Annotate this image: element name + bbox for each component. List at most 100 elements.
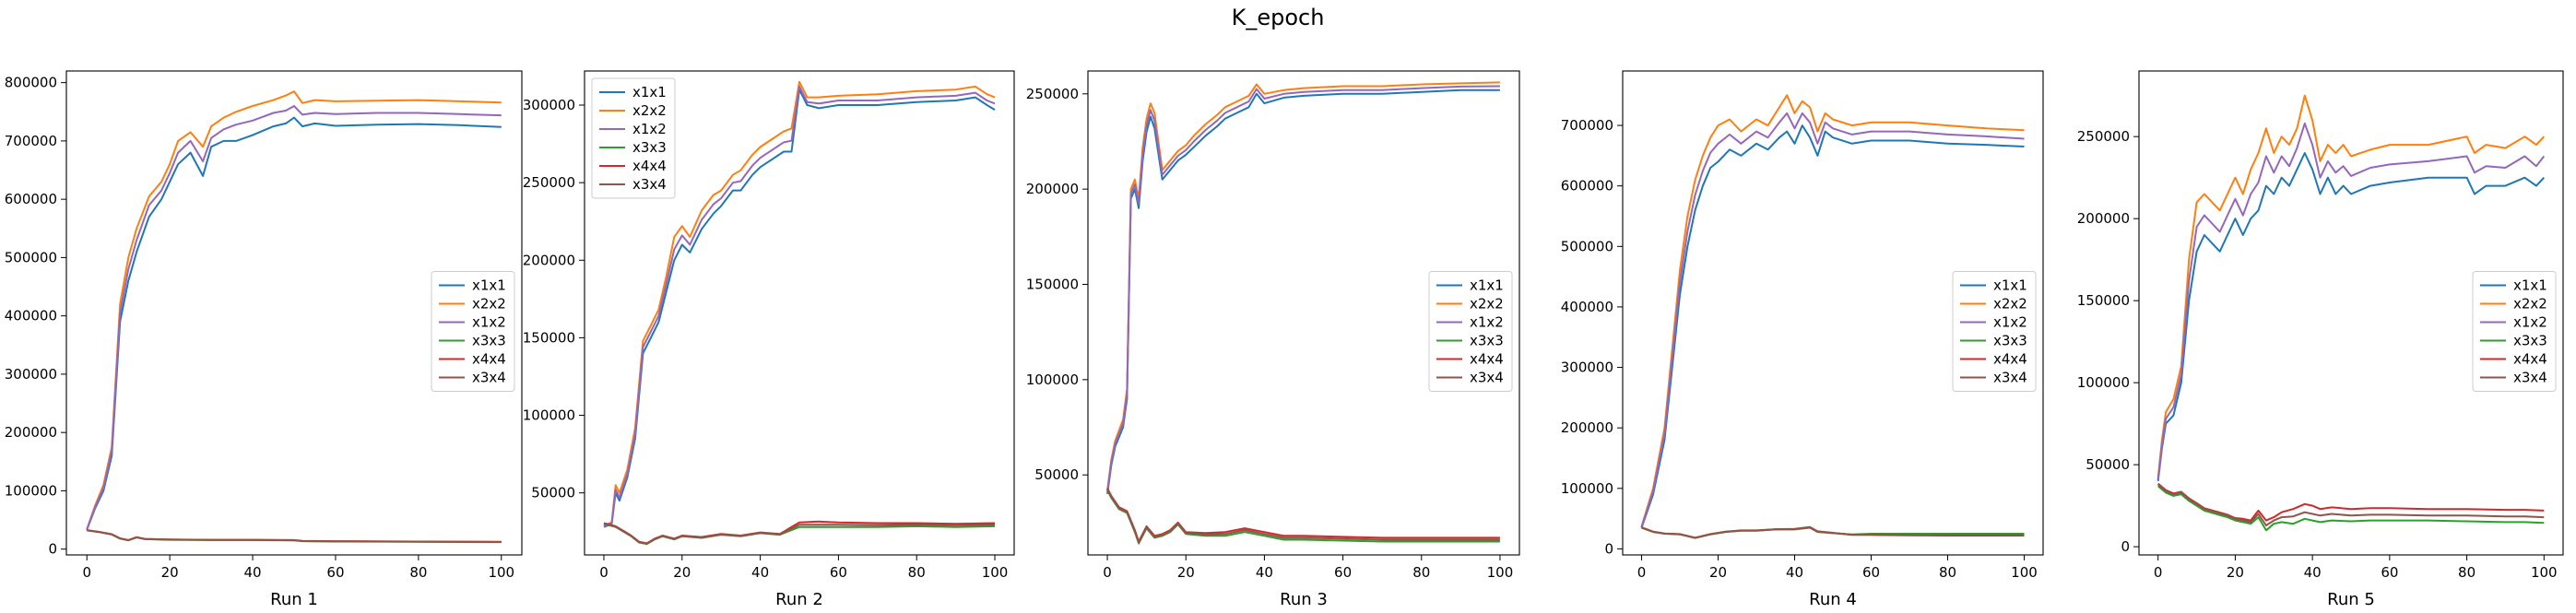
- legend-label-x2x2: x2x2: [632, 102, 667, 119]
- legend-label-x1x1: x1x1: [2513, 277, 2547, 294]
- x-axis-label: Run 4: [1809, 590, 1857, 609]
- x-tick-label: 60: [326, 564, 344, 581]
- x-tick-label: 0: [1637, 564, 1647, 581]
- legend-label-x2x2: x2x2: [2513, 296, 2547, 312]
- legend-box: [1952, 271, 2037, 392]
- plot-frame: [65, 70, 523, 556]
- legend-label-x3x3: x3x3: [2513, 333, 2547, 349]
- y-tick-label: 300000: [5, 366, 57, 383]
- y-tick-label: 100000: [5, 482, 57, 499]
- legend: x1x1 x2x2 x1x2 x3x3 x4x4 x3x4: [591, 77, 676, 199]
- x-tick-label: 20: [1709, 564, 1727, 581]
- legend-label-x2x2: x2x2: [1993, 296, 2027, 312]
- y-tick-label: 250000: [523, 174, 575, 191]
- legend-label-x2x2: x2x2: [472, 296, 506, 312]
- series-line-x1x2: [1640, 112, 2025, 528]
- x-tick-label: 40: [2304, 564, 2322, 581]
- x-tick-label: 20: [2227, 564, 2244, 581]
- y-tick-label: 50000: [2086, 456, 2130, 473]
- x-tick-label: 80: [2458, 564, 2476, 581]
- y-tick-label: 700000: [1561, 117, 1613, 134]
- y-tick-label: 0: [2121, 538, 2130, 555]
- figure-title: K_epoch: [1232, 5, 1325, 30]
- x-tick-label: 80: [1412, 564, 1430, 581]
- y-tick-label: 200000: [2077, 210, 2130, 227]
- x-tick-label: 40: [751, 564, 769, 581]
- x-tick-label: 20: [161, 564, 179, 581]
- y-tick-label: 50000: [531, 485, 575, 501]
- legend-label-x4x4: x4x4: [1470, 351, 1504, 368]
- series-lines: [1106, 81, 1500, 545]
- x-tick-label: 40: [1256, 564, 1273, 581]
- series-line-x2x2: [1640, 94, 2025, 527]
- legend-label-x1x1: x1x1: [1993, 277, 2027, 294]
- legend: x1x1 x2x2 x1x2 x3x3 x4x4 x3x4: [1428, 271, 1513, 392]
- series-line-x1x2: [1106, 85, 1500, 492]
- x-tick-label: 100: [1487, 564, 1514, 581]
- legend-label-x1x1: x1x1: [1470, 277, 1504, 294]
- legend-label-x1x2: x1x2: [632, 121, 667, 137]
- x-tick-label: 80: [908, 564, 926, 581]
- series-line-x3x4: [603, 523, 996, 545]
- x-tick-label: 0: [599, 564, 609, 581]
- y-tick-label: 150000: [523, 329, 575, 346]
- series-line-x3x4: [1641, 526, 2025, 539]
- series-lines: [1640, 94, 2025, 539]
- legend-label-x4x4: x4x4: [472, 351, 506, 368]
- y-tick-label: 50000: [1034, 466, 1079, 483]
- y-tick-label: 200000: [1026, 181, 1079, 197]
- y-tick-label: 300000: [523, 97, 575, 113]
- y-tick-label: 100000: [1561, 480, 1613, 497]
- x-tick-label: 0: [82, 564, 91, 581]
- subplot-5: 0 20 40 60 80 100 0 50000 100000 150000 200000 2500…: [2077, 70, 2564, 609]
- x-tick-label: 60: [830, 564, 847, 581]
- x-tick-label: 20: [673, 564, 691, 581]
- legend-box: [2472, 271, 2557, 392]
- y-tick-label: 100000: [1026, 371, 1079, 388]
- y-tick-label: 500000: [1561, 238, 1613, 254]
- y-tick-label: 600000: [1561, 178, 1613, 195]
- legend-label-x3x3: x3x3: [632, 139, 667, 156]
- legend-box: [1428, 271, 1513, 392]
- legend-label-x3x4: x3x4: [2513, 370, 2547, 386]
- legend-box: [431, 271, 515, 392]
- legend-label-x3x3: x3x3: [1993, 333, 2027, 349]
- y-tick-label: 700000: [5, 133, 57, 149]
- subplot-2: 0 20 40 60 80 100 50000 100000 150000 200000 25000…: [523, 70, 1015, 609]
- y-tick-label: 500000: [5, 249, 57, 265]
- x-tick-label: 60: [1862, 564, 1880, 581]
- legend-label-x1x2: x1x2: [1470, 314, 1504, 331]
- y-tick-label: 0: [1604, 540, 1613, 557]
- legend-label-x1x1: x1x1: [472, 277, 506, 294]
- x-tick-label: 100: [488, 564, 514, 581]
- x-axis-label: Run 3: [1280, 590, 1328, 609]
- legend-label-x3x4: x3x4: [632, 176, 667, 193]
- x-tick-label: 100: [2011, 564, 2038, 581]
- y-tick-label: 600000: [5, 191, 57, 207]
- x-axis-label: Run 1: [270, 590, 318, 609]
- x-tick-label: 60: [1334, 564, 1352, 581]
- plot-frame: [1622, 70, 2044, 556]
- legend-label-x1x2: x1x2: [2513, 314, 2547, 331]
- legend-box: [591, 77, 676, 199]
- y-tick-label: 0: [48, 541, 57, 558]
- y-tick-label: 200000: [5, 424, 57, 441]
- series-line-x2x2: [1106, 81, 1500, 490]
- subplot-1: 0 20 40 60 80 100 0 100000 200000 300000 400000 500…: [5, 70, 523, 609]
- series-line-x1x1: [1640, 124, 2025, 528]
- x-tick-label: 60: [2381, 564, 2398, 581]
- x-tick-label: 40: [1786, 564, 1803, 581]
- legend-label-x1x2: x1x2: [1993, 314, 2027, 331]
- series-line-x2x2: [86, 90, 502, 530]
- legend-label-x3x3: x3x3: [1470, 333, 1504, 349]
- legend-label-x1x2: x1x2: [472, 314, 506, 331]
- x-tick-label: 20: [1177, 564, 1195, 581]
- subplot-3: 0 20 40 60 80 100 50000 100000 150000 200000 25000…: [1026, 70, 1520, 609]
- plot-frame: [1087, 70, 1520, 556]
- subplot-4: 0 20 40 60 80 100 0 100000 200000 300000 400000 500…: [1561, 70, 2044, 609]
- y-tick-label: 100000: [523, 407, 575, 424]
- x-axis-label: Run 5: [2327, 590, 2375, 609]
- y-tick-label: 250000: [1026, 86, 1079, 102]
- y-tick-label: 200000: [523, 252, 575, 268]
- plot-frame: [2138, 70, 2564, 556]
